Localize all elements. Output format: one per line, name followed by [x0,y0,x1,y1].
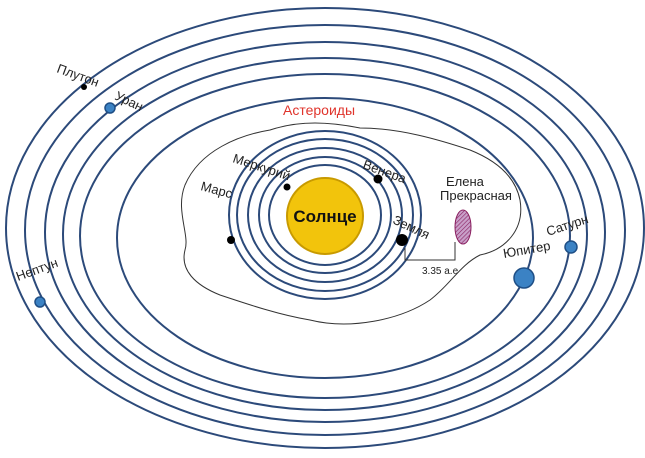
comet-label: Прекрасная [440,188,512,203]
earth [396,234,408,246]
distance-label: 3.35 а.е [422,266,459,277]
asteroid-belt [181,122,522,325]
outer-orbits [5,7,645,449]
orbit [228,130,422,300]
jupiter [513,267,535,289]
orbit [5,7,645,449]
planet-label: Уран [113,88,146,114]
sun-label: Солнце [293,207,356,226]
orbit [116,97,534,379]
neptune [34,296,46,308]
venus [373,174,383,184]
orbit [236,138,414,292]
orbit [24,24,626,436]
orbit [79,73,571,399]
distance-bracket [404,242,456,261]
saturn [564,240,578,254]
mercury [283,183,291,191]
orbit [258,156,392,274]
orbit [44,41,606,423]
comet [454,209,472,245]
planet-label: Плутон [55,61,101,90]
orbit [247,147,403,283]
planet-label: Марс [199,178,234,201]
comet-label: Елена [446,174,485,189]
orbit [268,164,382,266]
uranus [104,102,116,114]
sun [286,177,364,255]
belt-label: Астероиды [283,102,355,118]
pluto [81,84,87,90]
inner-orbits [228,130,422,300]
planet-label: Юпитер [502,238,552,261]
orbit [62,57,588,411]
mars [227,236,235,244]
